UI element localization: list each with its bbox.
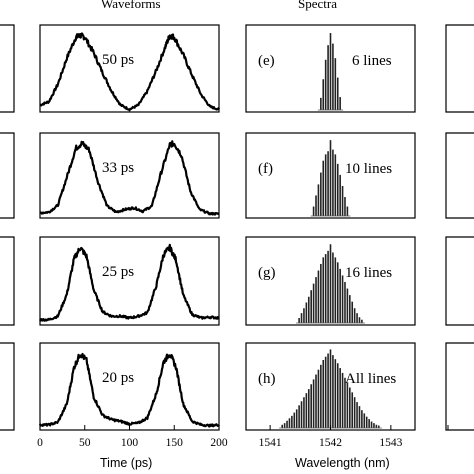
waveform-panel-frame [39,236,220,326]
time-axis-tick-label: 150 [166,437,184,449]
left-neighbor-panel-edge [0,132,15,219]
waveform-panel-frame [39,132,220,219]
right-neighbor-panel-edge [445,342,474,431]
time-axis-tick-label: 0 [37,437,43,449]
right-neighbor-panel-edge [445,132,474,219]
spectrum-panel-frame [245,24,416,113]
wavelength-axis-title: Wavelength (nm) [295,456,390,470]
wavelength-axis-tick-label: 1543 [379,437,402,449]
right-neighbor-panel-edge [445,24,474,113]
spectrum-panel-letter: (g) [258,265,276,281]
waveform-panel-label: 50 ps [102,52,134,68]
spectrum-panel-label: All lines [345,371,396,387]
spectrum-panel-letter: (e) [258,53,275,69]
waveform-panel-frame [39,24,220,113]
left-neighbor-panel-edge [0,236,15,326]
wavelength-axis-tick-label: 1541 [259,437,282,449]
time-axis-tick-label: 200 [210,437,228,449]
waveform-trace [39,32,220,112]
waveform-trace [39,140,220,216]
right-neighbor-panel-edge [445,236,474,326]
left-neighbor-panel-edge [0,24,15,113]
waveform-panel-label: 33 ps [102,160,134,176]
spectrum-panel-letter: (h) [258,371,276,387]
spectrum-panel-label: 6 lines [352,53,392,69]
wavelength-axis-tick-label: 1542 [319,437,342,449]
spectrum-panel-letter: (f) [258,161,273,177]
spectrum-panel-label: 16 lines [345,265,392,281]
time-axis-title: Time (ps) [100,456,153,470]
left-neighbor-panel-edge [0,342,15,431]
spectrum-panel-frame [245,236,416,326]
spectra-column-header: Spectra [298,0,337,11]
spectrum-panel-label: 10 lines [345,161,392,177]
time-axis-tick-label: 50 [79,437,91,449]
waveform-panel-label: 20 ps [102,370,134,386]
waveform-trace [38,352,220,428]
waveform-trace [39,243,220,322]
time-axis-tick-label: 100 [121,437,139,449]
waveform-panel-label: 25 ps [102,264,134,280]
waveform-panel-frame [39,342,220,431]
waveforms-column-header: Waveforms [101,0,161,11]
spectrum-panel-frame [245,132,416,219]
